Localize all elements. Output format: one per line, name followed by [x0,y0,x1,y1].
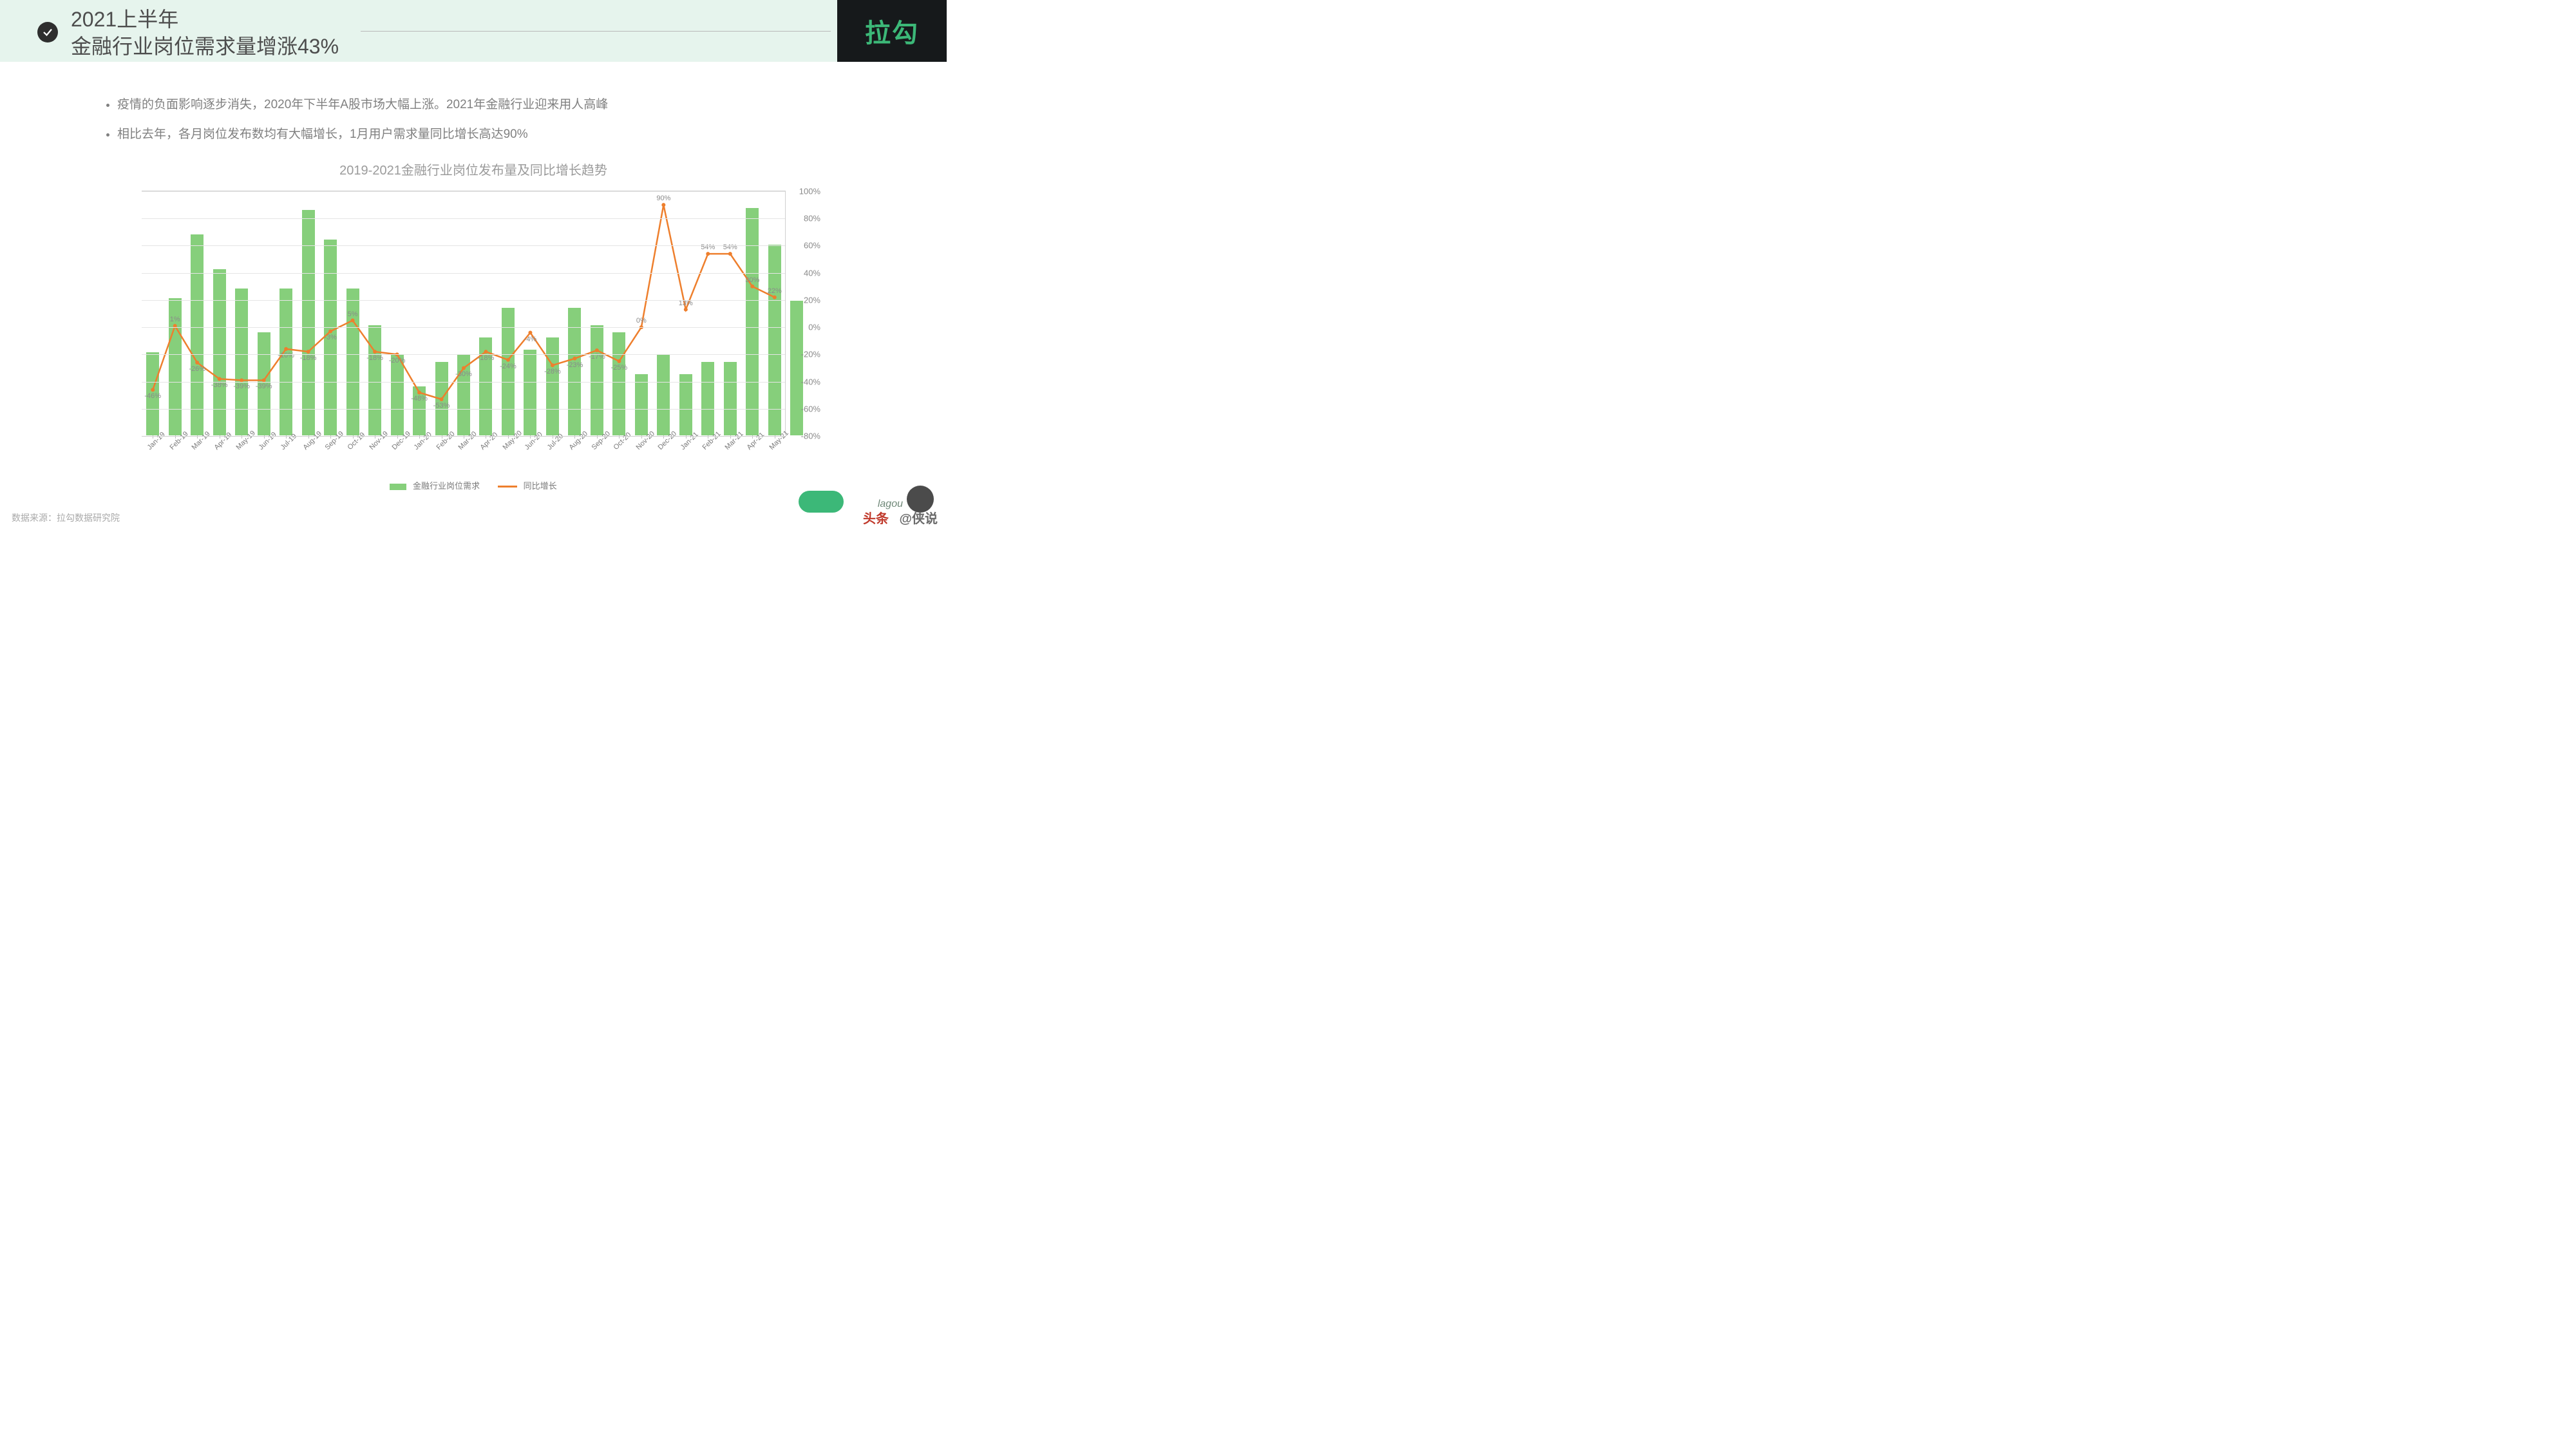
line-value-label: -23% [567,361,583,369]
check-icon [37,22,58,43]
line-value-label: -16% [278,352,294,359]
plot-area: -46%1%-26%-38%-39%-39%-16%-18%-3%5%-18%-… [142,191,786,435]
header-divider [361,31,831,32]
title: 2021上半年 金融行业岗位需求量增涨43% [71,6,339,60]
line-value-label: -46% [144,392,161,400]
line-value-label: 54% [701,243,715,251]
line-value-label: -39% [256,383,272,390]
line-value-label: -18% [300,354,317,362]
line-value-label: 1% [170,316,180,323]
line-value-label: -20% [389,357,406,365]
line-value-label: 5% [348,310,358,318]
line-value-label: -26% [189,365,205,373]
bullet-item: 疫情的负面影响逐步消失，2020年下半年A股市场大幅上涨。2021年金融行业迎来… [117,95,908,115]
source-text: 数据来源：拉勾数据研究院 [12,511,120,524]
bullet-list: 疫情的负面影响逐步消失，2020年下半年A股市场大幅上涨。2021年金融行业迎来… [117,95,908,155]
y-axis-label: -80% [801,431,820,441]
title-line2: 金融行业岗位需求量增涨43% [71,33,339,61]
line-value-label: -4% [524,336,537,343]
chart-title: 2019-2021金融行业岗位发布量及同比增长趋势 [0,160,947,178]
y-axis-label: -60% [801,404,820,413]
line-value-label: -25% [611,364,628,372]
y-axis-label: -40% [801,377,820,386]
y-axis-label: 0% [808,323,820,332]
x-axis-label: Jul-19 [279,432,299,451]
line-value-label: -18% [478,354,495,362]
y-axis-label: -20% [801,350,820,359]
line-value-label: -3% [324,334,337,341]
bullet-item: 相比去年，各月岗位发布数均有大幅增长，1月用户需求量同比增长高达90% [117,125,908,144]
legend-item-bars: 金融行业岗位需求 [390,479,480,491]
line-value-label: -28% [544,368,561,375]
line-value-label: -38% [211,381,228,389]
y-axis-label: 100% [799,187,820,196]
line-value-label: -39% [233,383,250,390]
line-layer [142,191,786,436]
chart: -46%1%-26%-38%-39%-39%-16%-18%-3%5%-18%-… [142,191,786,435]
line-value-label: 54% [723,243,737,251]
bar [790,301,803,435]
legend-label-bars: 金融行业岗位需求 [413,481,480,491]
line-value-label: 0% [636,317,647,325]
legend-swatch-line [498,486,517,488]
legend: 金融行业岗位需求 同比增长 [0,479,947,491]
legend-swatch-bars [390,484,406,490]
y-axis-label: 80% [804,214,820,223]
line-value-label: -30% [455,370,472,378]
y-axis-label: 20% [804,295,820,305]
watermark-red: 头条 [863,508,889,527]
line-value-label: 22% [768,287,782,295]
line-value-label: -18% [366,354,383,362]
line-value-label: -48% [411,395,428,402]
title-line1: 2021上半年 [71,6,339,33]
logo-box: 拉勾 [837,0,947,62]
line-value-label: -24% [500,363,516,370]
legend-label-line: 同比增长 [524,481,557,491]
slide: 拉勾 2021上半年 金融行业岗位需求量增涨43% 疫情的负面影响逐步消失，20… [0,0,947,532]
watermark-grey: @侠说 [899,508,938,527]
legend-item-line: 同比增长 [498,479,557,491]
line-value-label: 90% [656,194,670,202]
logo-text: 拉勾 [865,12,919,50]
line-value-label: 30% [745,276,759,284]
x-axis-label: Jul-20 [545,432,565,451]
y-axis-label: 60% [804,241,820,251]
watermark-pill [799,491,844,513]
x-axis: Jan-19Feb-19Mar-19Apr-19May-19Jun-19Jul-… [142,435,785,474]
y-axis-label: 40% [804,268,820,278]
